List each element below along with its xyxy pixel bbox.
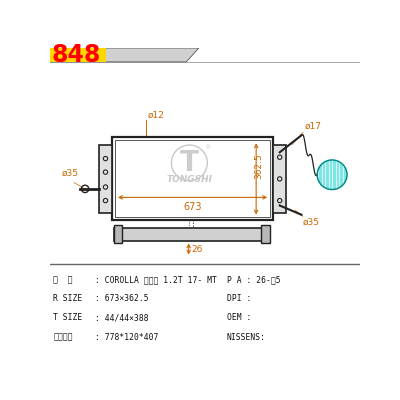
Bar bbox=[273, 145, 286, 213]
Text: T SIZE: T SIZE bbox=[53, 314, 82, 322]
Text: TONGSHI: TONGSHI bbox=[166, 175, 212, 184]
Text: 673: 673 bbox=[183, 202, 202, 212]
Text: : 44/44×388: : 44/44×388 bbox=[95, 314, 148, 322]
Text: ø12: ø12 bbox=[148, 110, 164, 120]
Text: : 673×362.5: : 673×362.5 bbox=[95, 294, 148, 303]
Text: ø35: ø35 bbox=[62, 169, 79, 178]
Circle shape bbox=[317, 160, 347, 190]
Bar bbox=[99, 145, 112, 213]
Bar bbox=[115, 140, 270, 218]
Text: DPI :: DPI : bbox=[227, 294, 251, 303]
Bar bbox=[112, 137, 273, 220]
Text: 848: 848 bbox=[52, 43, 101, 67]
Bar bbox=[114, 228, 270, 240]
Text: P A : 26-泥5: P A : 26-泥5 bbox=[227, 275, 280, 284]
Text: NISSENS:: NISSENS: bbox=[227, 332, 266, 342]
Text: 362.5: 362.5 bbox=[254, 153, 263, 179]
Polygon shape bbox=[50, 48, 199, 62]
Text: : 778*120*407: : 778*120*407 bbox=[95, 332, 158, 342]
Text: 26: 26 bbox=[192, 245, 203, 254]
Text: T: T bbox=[180, 149, 199, 177]
Bar bbox=[114, 225, 122, 243]
Text: ®: ® bbox=[204, 145, 210, 150]
Text: ø17: ø17 bbox=[304, 122, 322, 131]
Bar bbox=[50, 48, 106, 62]
Text: 包装尺寸: 包装尺寸 bbox=[53, 332, 73, 342]
Text: ø35: ø35 bbox=[303, 218, 320, 227]
Text: R SIZE: R SIZE bbox=[53, 294, 82, 303]
Text: 车  型: 车 型 bbox=[53, 275, 73, 284]
Bar bbox=[262, 225, 270, 243]
Text: OEM :: OEM : bbox=[227, 314, 251, 322]
Text: : COROLLA 卡罗拉 1.2T 17- MT: : COROLLA 卡罗拉 1.2T 17- MT bbox=[95, 275, 217, 284]
